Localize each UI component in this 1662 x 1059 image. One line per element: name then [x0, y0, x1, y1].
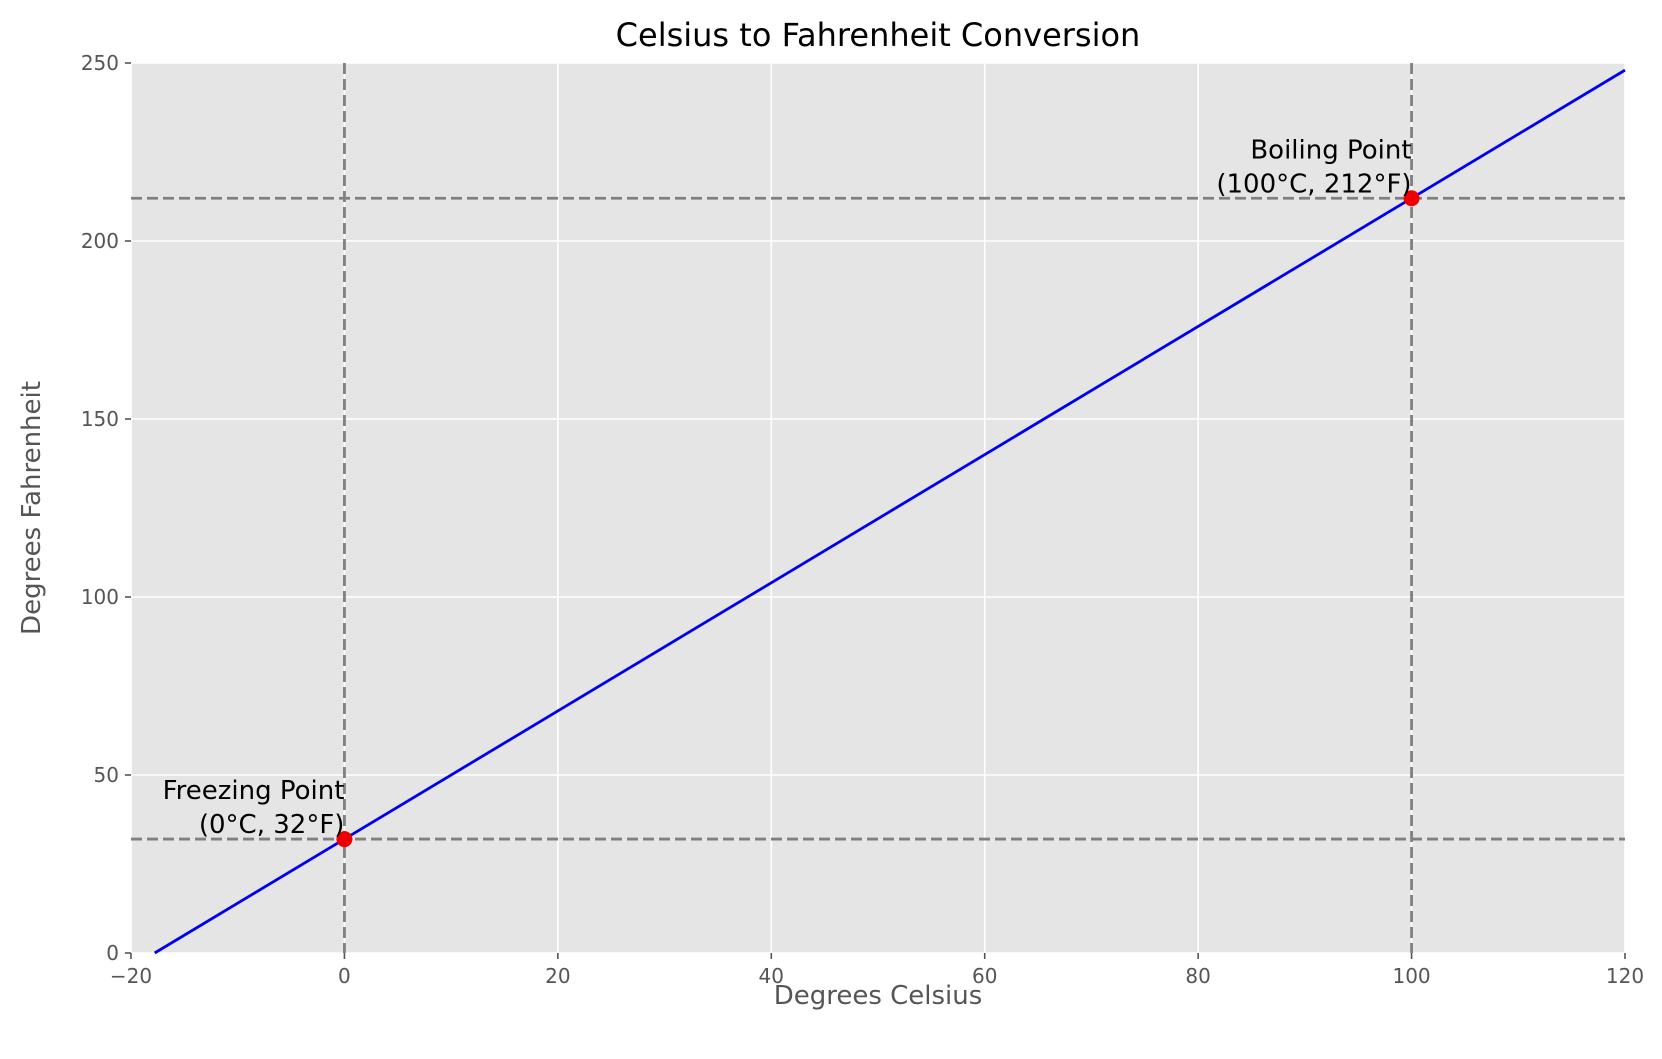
reference-lines: [131, 63, 1625, 953]
x-tick-label: 80: [1185, 964, 1210, 988]
y-tick-label: 250: [81, 51, 119, 75]
x-tick-label: 0: [338, 964, 351, 988]
y-tick-label: 150: [81, 407, 119, 431]
data-point-marker: [336, 831, 353, 848]
y-tick-label: 50: [94, 763, 119, 787]
data-point-marker: [1403, 190, 1420, 207]
annotation-label: (0°C, 32°F): [199, 810, 345, 840]
x-tick-label: 40: [759, 964, 784, 988]
points-layer: [336, 190, 1420, 848]
annotation-label: Freezing Point: [163, 776, 345, 806]
plot-background: [131, 63, 1625, 953]
chart-title: Celsius to Fahrenheit Conversion: [616, 16, 1141, 54]
series-line: [153, 68, 1626, 955]
x-axis-label: Degrees Celsius: [774, 981, 983, 1011]
annotation-label: Boiling Point: [1250, 135, 1411, 165]
x-tick-label: −20: [110, 964, 152, 988]
y-tick-label: 200: [81, 229, 119, 253]
grid: [130, 62, 1626, 954]
y-axis-label: Degrees Fahrenheit: [17, 381, 47, 635]
series-layer: [153, 68, 1626, 955]
x-tick-label: 100: [1392, 964, 1430, 988]
y-tick-label: 0: [106, 941, 119, 965]
annotation-label: (100°C, 212°F): [1216, 169, 1411, 199]
annotations: Freezing Point (0°C, 32°F) Boiling Point (1…: [163, 135, 1412, 840]
x-tick-label: 20: [545, 964, 570, 988]
y-tick-label: 100: [81, 585, 119, 609]
x-tick-label: 60: [972, 964, 997, 988]
x-tick-label: 120: [1606, 964, 1644, 988]
